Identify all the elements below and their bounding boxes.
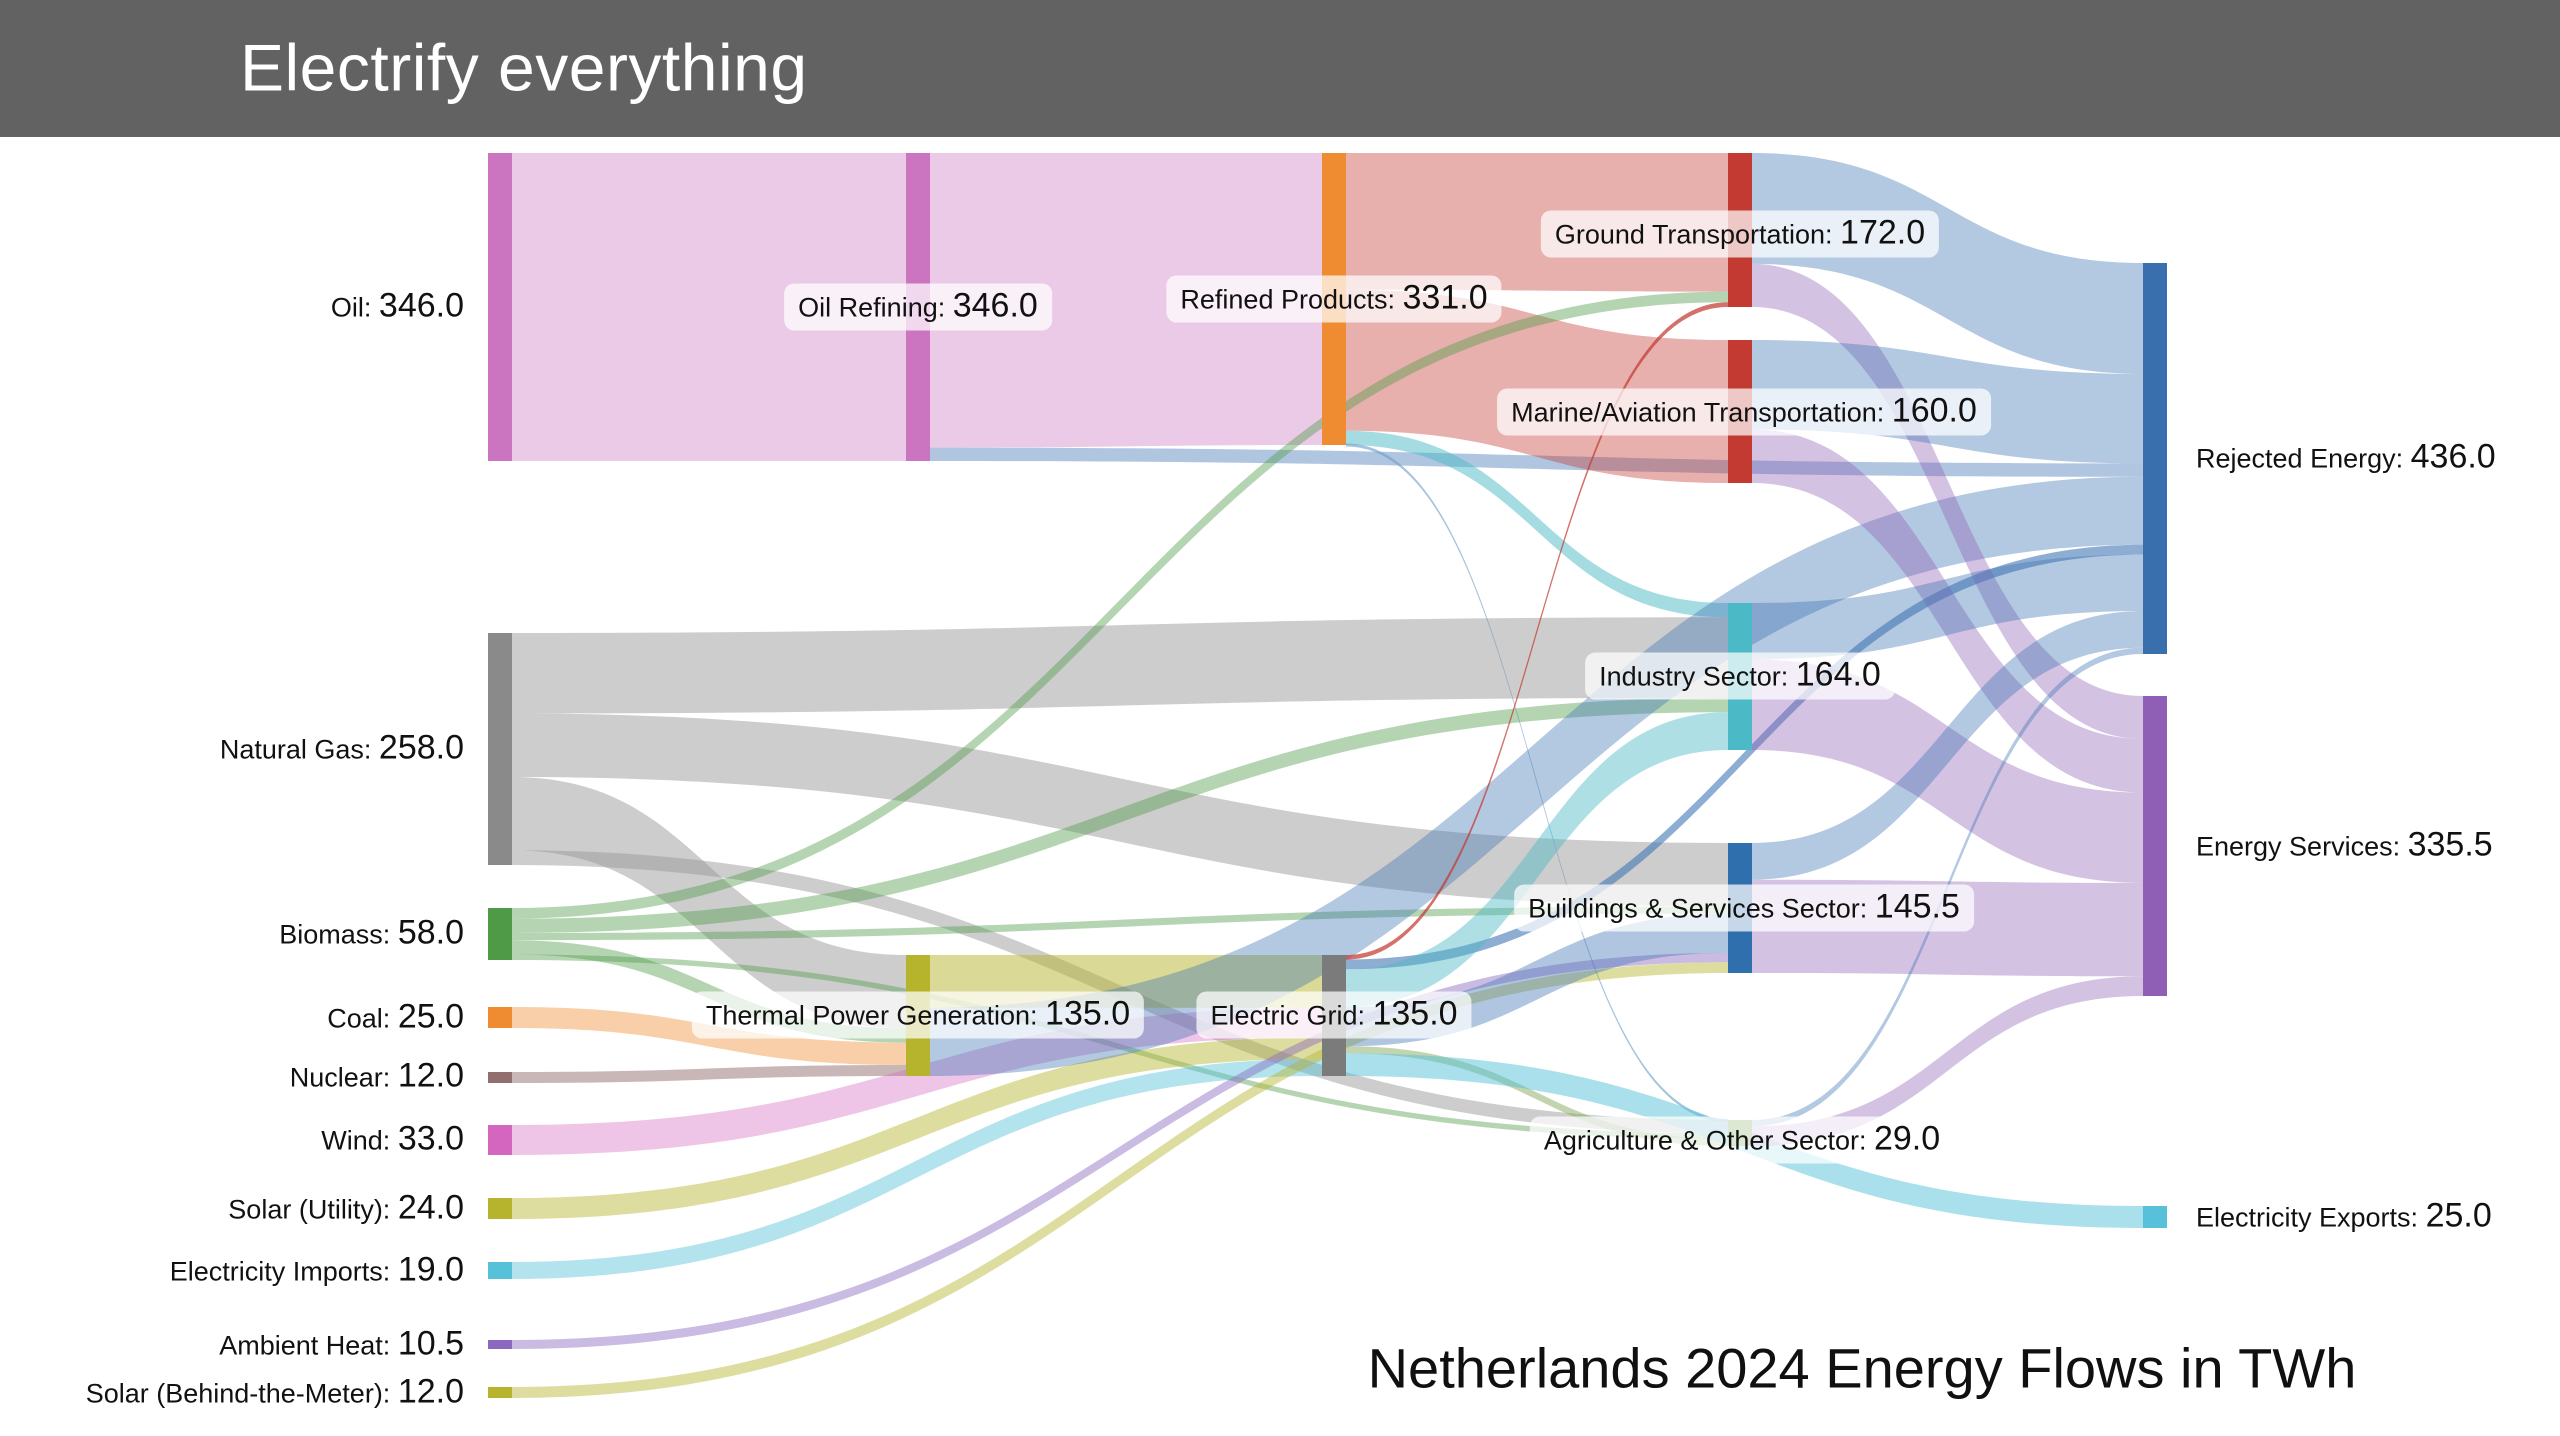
flow-buildings-to-rejected[interactable] — [1752, 611, 2143, 880]
flow-biomass-to-tpg[interactable] — [512, 940, 906, 1043]
node-agriculture[interactable] — [1728, 1120, 1752, 1146]
flow-refined-to-agriculture[interactable] — [1346, 443, 1728, 1123]
node-wind[interactable] — [488, 1125, 512, 1155]
flow-grid-to-rejected[interactable] — [1346, 544, 2143, 970]
flow-oil_refining-to-rejected[interactable] — [930, 447, 2143, 477]
flow-biomass-to-industry[interactable] — [512, 697, 1728, 933]
node-biomass[interactable] — [488, 908, 512, 960]
node-grid[interactable] — [1322, 955, 1346, 1076]
node-elec_exports[interactable] — [2143, 1206, 2167, 1228]
node-marine_aviation[interactable] — [1728, 340, 1752, 483]
flow-elec_imports-to-grid[interactable] — [512, 1058, 1322, 1279]
flow-wind-to-grid[interactable] — [512, 1007, 1322, 1155]
title-bar: Electrify everything — [0, 0, 2560, 137]
node-elec_imports[interactable] — [488, 1262, 512, 1279]
flow-oil-to-oil_refining[interactable] — [512, 153, 906, 461]
flow-buildings-to-services[interactable] — [1752, 879, 2143, 977]
flow-marine_aviation-to-services[interactable] — [1752, 429, 2143, 793]
chart-caption: Netherlands 2024 Energy Flows in TWh — [1367, 1336, 2357, 1400]
flow-ambient_heat-to-buildings[interactable] — [512, 952, 1728, 1349]
flow-tpg-to-rejected[interactable] — [930, 476, 2143, 1076]
flow-ground_transport-to-services[interactable] — [1752, 263, 2143, 739]
node-buildings[interactable] — [1728, 843, 1752, 973]
flow-ground_transport-to-rejected[interactable] — [1752, 153, 2143, 374]
node-solar_utility[interactable] — [488, 1198, 512, 1219]
flow-natural_gas-to-industry[interactable] — [512, 617, 1728, 714]
node-ambient_heat[interactable] — [488, 1340, 512, 1349]
node-coal[interactable] — [488, 1007, 512, 1028]
node-refined[interactable] — [1322, 153, 1346, 445]
flow-industry-to-rejected[interactable] — [1752, 554, 2143, 660]
flow-refined-to-industry[interactable] — [1346, 430, 1728, 618]
flow-solar_btm-to-buildings[interactable] — [512, 962, 1728, 1398]
page-title: Electrify everything — [240, 29, 808, 104]
node-services[interactable] — [2143, 696, 2167, 996]
flow-biomass-to-agriculture[interactable] — [512, 954, 1728, 1139]
node-solar_btm[interactable] — [488, 1387, 512, 1398]
node-oil[interactable] — [488, 153, 512, 461]
flow-refined-to-ground_transport[interactable] — [1346, 153, 1728, 292]
flow-grid-to-ground_transport[interactable] — [1346, 302, 1728, 960]
flow-natural_gas-to-buildings[interactable] — [512, 713, 1728, 907]
node-tpg[interactable] — [906, 955, 930, 1076]
node-natural_gas[interactable] — [488, 633, 512, 865]
flow-agriculture-to-services[interactable] — [1752, 976, 2143, 1146]
flow-biomass-to-ground_transport[interactable] — [512, 291, 1728, 919]
node-rejected[interactable] — [2143, 263, 2167, 654]
flow-grid-to-industry[interactable] — [1346, 712, 1728, 1007]
node-ground_transport[interactable] — [1728, 153, 1752, 307]
flow-grid-to-agriculture[interactable] — [1346, 1046, 1728, 1146]
node-industry[interactable] — [1728, 603, 1752, 750]
flow-solar_utility-to-grid[interactable] — [512, 1037, 1322, 1219]
node-nuclear[interactable] — [488, 1072, 512, 1083]
flow-oil_refining-to-refined[interactable] — [930, 153, 1322, 448]
flow-industry-to-services[interactable] — [1752, 659, 2143, 883]
flow-natural_gas-to-tpg[interactable] — [512, 777, 906, 1029]
flow-nuclear-to-tpg[interactable] — [512, 1065, 906, 1083]
node-oil_refining[interactable] — [906, 153, 930, 461]
